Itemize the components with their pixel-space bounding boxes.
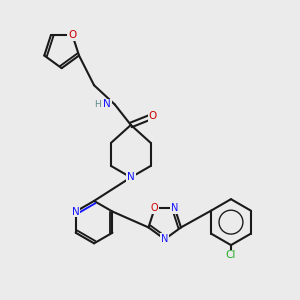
Text: O: O (68, 30, 76, 40)
Text: N: N (127, 172, 135, 182)
Text: O: O (151, 203, 158, 213)
Text: N: N (171, 203, 178, 213)
Text: H: H (94, 100, 101, 109)
Text: O: O (149, 111, 157, 121)
Text: N: N (72, 206, 80, 217)
Text: N: N (161, 234, 168, 244)
Text: Cl: Cl (226, 250, 236, 260)
Text: N: N (103, 99, 111, 110)
